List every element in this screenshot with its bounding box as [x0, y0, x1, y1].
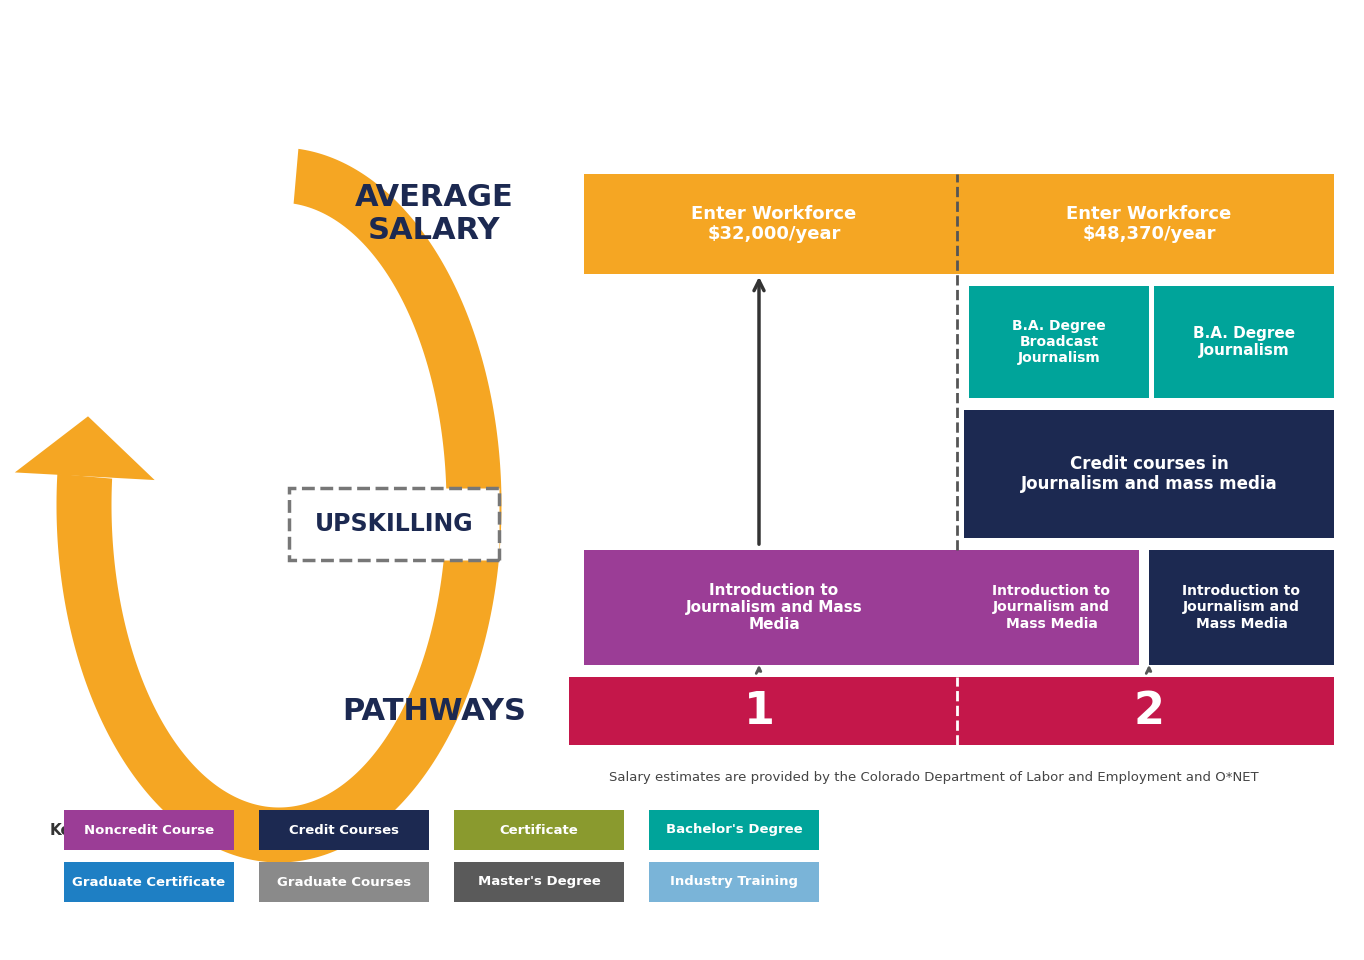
- Bar: [454, 862, 623, 902]
- Polygon shape: [15, 417, 154, 480]
- Text: Noncredit Course: Noncredit Course: [85, 824, 214, 836]
- Bar: [64, 810, 235, 850]
- Text: Enter Workforce
$32,000/year: Enter Workforce $32,000/year: [692, 204, 857, 244]
- Text: Salary estimates are provided by the Colorado Department of Labor and Employment: Salary estimates are provided by the Col…: [610, 772, 1259, 784]
- Text: Credit Courses: Credit Courses: [289, 824, 400, 836]
- Bar: [1154, 286, 1334, 398]
- Bar: [649, 862, 818, 902]
- Text: 1: 1: [743, 689, 775, 732]
- Text: Graduate Certificate: Graduate Certificate: [72, 876, 225, 889]
- Bar: [1148, 550, 1334, 665]
- Bar: [289, 488, 499, 560]
- Text: Graduate Courses: Graduate Courses: [277, 876, 411, 889]
- Text: Bachelor's Degree: Bachelor's Degree: [666, 824, 802, 836]
- Bar: [968, 286, 1148, 398]
- Text: Master's Degree: Master's Degree: [477, 876, 600, 889]
- Text: Introduction to
Journalism and
Mass Media: Introduction to Journalism and Mass Medi…: [993, 585, 1110, 631]
- Bar: [964, 410, 1334, 538]
- Bar: [259, 810, 430, 850]
- Text: B.A. Degree
Broadcast
Journalism: B.A. Degree Broadcast Journalism: [1012, 319, 1106, 365]
- Text: UPSKILLING: UPSKILLING: [315, 512, 473, 536]
- Bar: [649, 810, 818, 850]
- Text: Certificate: Certificate: [499, 824, 578, 836]
- Text: Industry Training: Industry Training: [670, 876, 798, 889]
- Bar: [454, 810, 623, 850]
- Polygon shape: [56, 149, 502, 862]
- Text: AVERAGE
SALARY: AVERAGE SALARY: [355, 182, 513, 246]
- Text: Introduction to
Journalism and Mass
Media: Introduction to Journalism and Mass Medi…: [686, 583, 862, 633]
- Text: Credit courses in
Journalism and mass media: Credit courses in Journalism and mass me…: [1020, 455, 1277, 493]
- Bar: [569, 677, 1334, 745]
- Text: Key:: Key:: [50, 823, 89, 837]
- Bar: [964, 550, 1139, 665]
- Bar: [584, 174, 964, 274]
- Text: Introduction to
Journalism and
Mass Media: Introduction to Journalism and Mass Medi…: [1183, 585, 1300, 631]
- Text: Enter Workforce
$48,370/year: Enter Workforce $48,370/year: [1067, 204, 1232, 244]
- Bar: [964, 174, 1334, 274]
- Bar: [64, 862, 235, 902]
- Text: 2: 2: [1133, 689, 1165, 732]
- Text: PATHWAYS: PATHWAYS: [342, 697, 527, 726]
- Bar: [584, 550, 964, 665]
- Text: B.A. Degree
Journalism: B.A. Degree Journalism: [1194, 325, 1294, 358]
- Bar: [259, 862, 430, 902]
